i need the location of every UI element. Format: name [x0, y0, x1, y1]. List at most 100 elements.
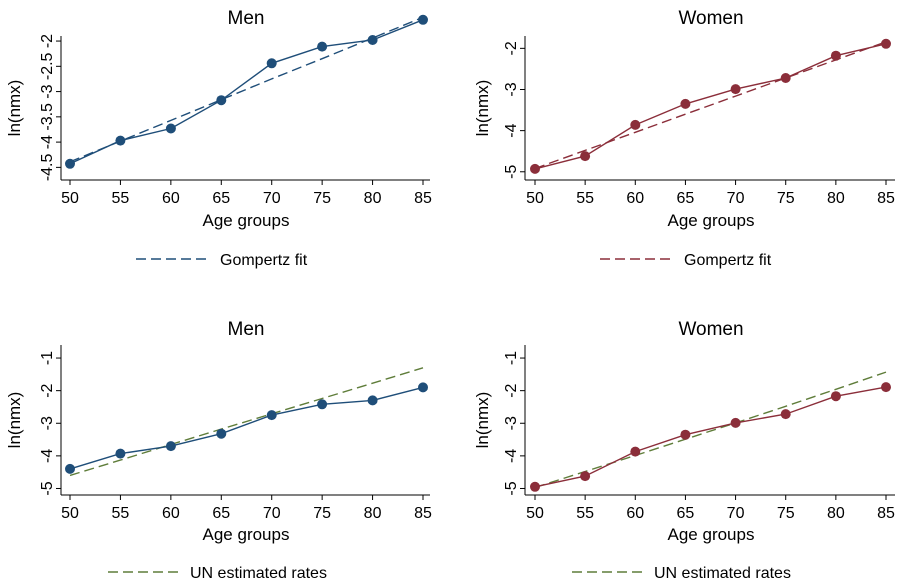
x-tick-label: 55: [112, 190, 130, 207]
y-tick-label: -2.5: [39, 52, 56, 80]
y-tick-label: -3: [503, 416, 520, 430]
data-point: [115, 135, 126, 146]
x-tick-label: 65: [677, 190, 695, 207]
data-point: [216, 95, 227, 106]
legend: Gompertz fit: [600, 252, 772, 269]
panel-women-un: Women 50 55 60 65 70 75 80 85 -5 -4 -3 -2 -1 Age gr…: [473, 319, 895, 582]
y-tick-label: -4: [39, 449, 56, 463]
x-tick-label: 65: [677, 505, 695, 522]
panel-women-gompertz: Women 50 55 60 65 70 75 80 85 -5 -4 -3 -2 Age grou…: [473, 8, 895, 269]
fit-line: [534, 41, 887, 170]
x-axis-label: Age groups: [668, 525, 755, 544]
legend-label: Gompertz fit: [220, 252, 308, 269]
fit-line: [69, 367, 424, 477]
y-tick-group: -5 -4 -3 -2 -1: [503, 351, 525, 496]
x-tick-label: 70: [263, 505, 281, 522]
data-point: [780, 409, 791, 420]
data-point: [317, 399, 328, 410]
fit-line: [534, 371, 887, 489]
data-point: [881, 38, 891, 49]
x-tick-label: 55: [576, 505, 594, 522]
legend-label: UN estimated rates: [654, 565, 791, 582]
x-tick-group: 50 55 60 65 70 75 80 85: [61, 180, 432, 207]
data-point: [266, 58, 277, 69]
data-point: [367, 395, 378, 406]
panel-men-gompertz: Men 50 55 60 65 70 75 80 85 -4.5-4-3.5-3-2.5-2 …: [5, 8, 432, 269]
x-tick-label: 80: [364, 190, 382, 207]
x-tick-label: 85: [877, 190, 895, 207]
x-tick-label: 80: [827, 190, 845, 207]
data-point: [730, 84, 741, 95]
observed-line: [69, 19, 424, 165]
y-tick-label: -5: [39, 481, 56, 495]
legend-label: Gompertz fit: [684, 252, 772, 269]
x-tick-label: 60: [626, 505, 644, 522]
y-tick-label: -3: [503, 82, 520, 96]
y-tick-label: -1: [39, 351, 56, 365]
x-tick-label: 60: [162, 190, 180, 207]
panel-title: Women: [678, 8, 743, 29]
data-point: [630, 446, 641, 457]
x-tick-label: 75: [313, 505, 331, 522]
x-axis-label: Age groups: [203, 211, 290, 230]
y-tick-label: -2: [39, 383, 56, 397]
data-point: [530, 481, 540, 492]
data-point: [317, 41, 328, 52]
y-tick-label: -1: [503, 351, 520, 365]
data-point: [730, 417, 741, 428]
data-point: [580, 151, 591, 162]
legend: UN estimated rates: [108, 565, 327, 582]
legend-label: UN estimated rates: [190, 565, 327, 582]
observed-line: [69, 386, 424, 470]
data-point: [580, 471, 591, 482]
x-tick-label: 65: [212, 505, 230, 522]
data-point: [830, 391, 841, 402]
data-point: [65, 463, 75, 474]
x-tick-label: 85: [877, 505, 895, 522]
data-point: [65, 158, 75, 169]
data-point: [418, 14, 428, 25]
data-point: [680, 429, 691, 440]
x-tick-label: 55: [576, 190, 594, 207]
x-tick-label: 50: [61, 505, 79, 522]
x-tick-label: 50: [526, 190, 544, 207]
data-point: [165, 441, 176, 452]
data-point: [266, 410, 277, 421]
legend: Gompertz fit: [136, 252, 308, 269]
x-tick-label: 55: [112, 505, 130, 522]
panel-title: Men: [228, 319, 265, 340]
y-tick-label: -2: [39, 34, 56, 48]
x-tick-label: 75: [313, 190, 331, 207]
y-tick-label: -3: [39, 84, 56, 98]
data-point: [165, 123, 176, 134]
observed-line: [534, 43, 887, 170]
y-tick-label: -4: [503, 123, 520, 137]
y-tick-label: -2: [503, 41, 520, 55]
data-point: [216, 428, 227, 439]
y-tick-group: -4.5 -4 -3.5 -3 -2.5 -2: [39, 34, 61, 181]
y-tick-label: -4.5: [39, 153, 56, 181]
x-tick-label: 70: [727, 190, 745, 207]
data-point: [780, 73, 791, 83]
y-axis-label: ln(nmx): [5, 80, 24, 137]
x-tick-group: 50 55 60 65 70 75 80 85: [526, 495, 895, 522]
data-point: [680, 98, 691, 109]
series-layer: [65, 14, 428, 169]
x-tick-label: 75: [777, 505, 795, 522]
x-axis-label: Age groups: [668, 211, 755, 230]
data-point: [115, 448, 126, 459]
data-point: [630, 119, 641, 130]
y-tick-label: -5: [503, 165, 520, 179]
y-tick-group: -5 -4 -3 -2: [503, 41, 525, 179]
series-layer: [65, 367, 428, 477]
panel-men-un: Men 50 55 60 65 70 75 80 85 -5 -4 -3 -2 -1 Age grou…: [5, 319, 432, 582]
x-tick-group: 50 55 60 65 70 75 80 85: [526, 180, 895, 207]
x-tick-label: 85: [414, 190, 432, 207]
x-tick-label: 60: [626, 190, 644, 207]
panel-title: Men: [228, 8, 265, 29]
legend: UN estimated rates: [572, 565, 791, 582]
y-tick-label: -4: [39, 135, 56, 149]
y-tick-label: -2: [503, 383, 520, 397]
x-tick-label: 80: [827, 505, 845, 522]
